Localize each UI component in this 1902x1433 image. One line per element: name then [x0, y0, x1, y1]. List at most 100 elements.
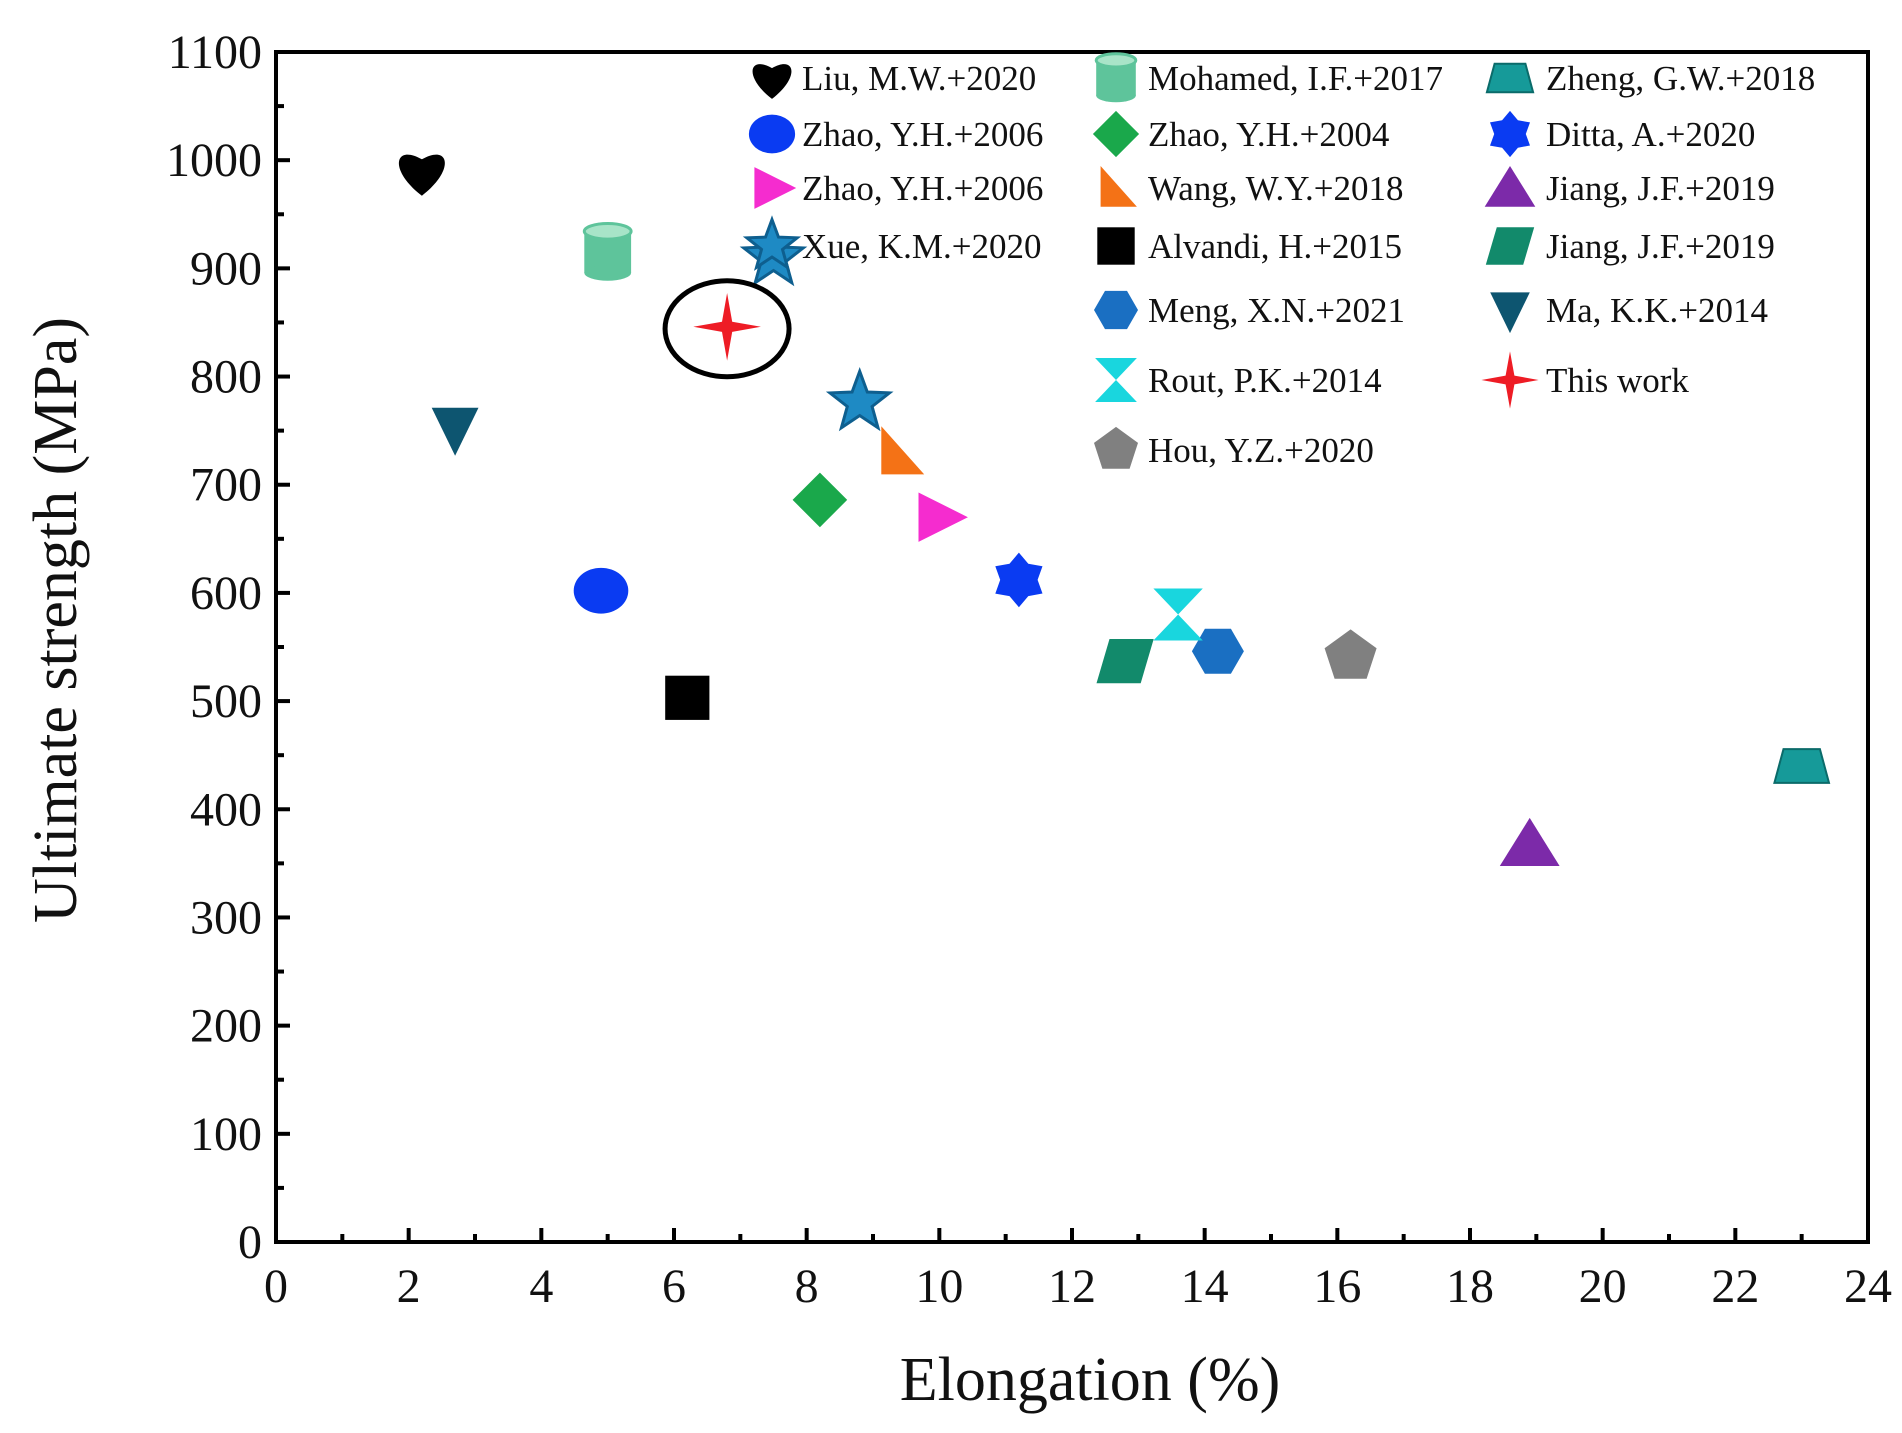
- y-tick-label: 1100: [168, 26, 262, 79]
- legend-label: Liu, M.W.+2020: [802, 59, 1036, 98]
- legend-item: Zheng, G.W.+2018: [1485, 59, 1815, 98]
- legend-marker-tri-right: [754, 167, 797, 209]
- x-tick-label: 0: [264, 1260, 288, 1313]
- data-point-ellipse: [573, 567, 629, 614]
- legend-label: Zheng, G.W.+2018: [1546, 59, 1815, 98]
- x-tick-label: 12: [1048, 1260, 1096, 1313]
- legend-item: Zhao, Y.H.+2004: [1092, 110, 1389, 158]
- x-tick-label: 10: [915, 1260, 963, 1313]
- legend-item: Jiang, J.F.+2019: [1485, 227, 1775, 266]
- legend-marker-diamond: [1092, 110, 1140, 158]
- legend-label: Wang, W.Y.+2018: [1148, 169, 1403, 208]
- x-tick-label: 20: [1579, 1260, 1627, 1313]
- legend-label: Zhao, Y.H.+2006: [802, 115, 1043, 154]
- legend-label: Mohamed, I.F.+2017: [1148, 59, 1443, 98]
- legend-label: Ma, K.K.+2014: [1546, 291, 1768, 330]
- legend-marker-pentagon: [1094, 426, 1138, 469]
- x-tick-label: 18: [1446, 1260, 1494, 1313]
- y-tick-label: 100: [190, 1108, 262, 1161]
- data-point-pentagon: [1324, 629, 1377, 679]
- data-point-tri-down: [431, 407, 479, 456]
- legend-item: Ma, K.K.+2014: [1490, 291, 1768, 334]
- x-axis-label: Elongation (%): [900, 1346, 1281, 1414]
- legend: Liu, M.W.+2020 Mohamed, I.F.+2017 Zheng, G…: [742, 52, 1815, 470]
- y-tick-label: 700: [190, 459, 262, 512]
- legend-marker-hourglass: [1095, 358, 1137, 402]
- x-tick-label: 2: [397, 1260, 421, 1313]
- x-tick-label: 16: [1313, 1260, 1361, 1313]
- data-point-star5: [825, 366, 894, 432]
- x-tick-label: 8: [795, 1260, 819, 1313]
- legend-item: Zhao, Y.H.+2006: [748, 114, 1043, 154]
- data-point-heart: [398, 154, 445, 196]
- legend-label: Jiang, J.F.+2019: [1546, 169, 1775, 208]
- legend-marker-cylinder: [1094, 52, 1138, 103]
- legend-marker-ellipse: [748, 114, 796, 154]
- this-work-highlight-ring: [662, 278, 792, 380]
- y-tick-label: 900: [190, 242, 262, 295]
- legend-label: Meng, X.N.+2021: [1148, 291, 1405, 330]
- legend-label: This work: [1546, 361, 1689, 400]
- data-point-cylinder: [582, 222, 633, 281]
- legend-marker-trapezoid: [1485, 62, 1535, 94]
- legend-label: Rout, P.K.+2014: [1148, 361, 1382, 400]
- y-axis-label: Ultimate strength (MPa): [22, 317, 90, 923]
- axes: 0 2 4 6 8 10 12 14 16 18 20 22 240100200300400500600…: [166, 26, 1892, 1313]
- y-tick-label: 500: [190, 675, 262, 728]
- legend-item: Meng, X.N.+2021: [1094, 290, 1405, 330]
- y-tick-label: 800: [190, 351, 262, 404]
- legend-label: Jiang, J.F.+2019: [1546, 227, 1775, 266]
- data-point-parallelogram: [1096, 639, 1154, 684]
- legend-marker-square: [1097, 227, 1135, 265]
- data-point-square: [665, 675, 710, 720]
- legend-item: Ditta, A.+2020: [1490, 110, 1755, 158]
- legend-item: This work: [1481, 351, 1689, 409]
- legend-label: Zhao, Y.H.+2006: [802, 169, 1043, 208]
- data-point-wedge: [881, 426, 925, 475]
- legend-item: Wang, W.Y.+2018: [1100, 166, 1403, 208]
- legend-marker-star4: [1481, 351, 1539, 409]
- legend-item: Liu, M.W.+2020: [752, 59, 1036, 99]
- legend-label: Xue, K.M.+2020: [802, 227, 1041, 266]
- legend-item: Rout, P.K.+2014: [1095, 358, 1382, 402]
- y-tick-label: 400: [190, 783, 262, 836]
- legend-item: Xue, K.M.+2020: [742, 215, 1041, 271]
- legend-item: Alvandi, H.+2015: [1097, 227, 1402, 266]
- data-point-star4: [693, 293, 761, 361]
- data-point-trapezoid: [1773, 748, 1831, 784]
- legend-marker-tri-down: [1490, 292, 1530, 334]
- legend-marker-hexagon: [1094, 290, 1138, 330]
- data-point-hourglass: [1153, 588, 1203, 641]
- legend-label: Alvandi, H.+2015: [1148, 227, 1402, 266]
- x-tick-label: 22: [1711, 1260, 1759, 1313]
- legend-marker-star5: [742, 215, 802, 271]
- data-point-hexagon: [1191, 628, 1244, 674]
- legend-item: Jiang, J.F.+2019: [1484, 166, 1775, 208]
- legend-item: Hou, Y.Z.+2020: [1094, 426, 1374, 470]
- y-tick-label: 300: [190, 891, 262, 944]
- data-point-diamond: [792, 472, 848, 528]
- x-tick-label: 24: [1844, 1260, 1892, 1313]
- y-tick-label: 600: [190, 567, 262, 620]
- x-tick-label: 6: [662, 1260, 686, 1313]
- data-point-tri-up: [1499, 817, 1560, 866]
- x-tick-label: 14: [1181, 1260, 1229, 1313]
- legend-marker-tri-up: [1484, 166, 1536, 207]
- legend-marker-star6: [1490, 110, 1530, 158]
- legend-marker-heart: [752, 64, 792, 99]
- legend-marker-wedge: [1100, 166, 1137, 207]
- x-tick-label: 4: [529, 1260, 553, 1313]
- data-point-star6: [995, 552, 1043, 608]
- y-tick-label: 0: [238, 1216, 262, 1269]
- legend-label: Hou, Y.Z.+2020: [1148, 431, 1374, 470]
- data-marks: [398, 154, 1831, 866]
- y-tick-label: 200: [190, 1000, 262, 1053]
- y-tick-label: 1000: [166, 134, 262, 187]
- legend-marker-parallelogram: [1485, 227, 1535, 265]
- legend-label: Ditta, A.+2020: [1546, 115, 1755, 154]
- legend-item: Zhao, Y.H.+2006: [754, 167, 1043, 209]
- legend-item: Mohamed, I.F.+2017: [1094, 52, 1443, 103]
- legend-label: Zhao, Y.H.+2004: [1148, 115, 1389, 154]
- data-point-tri-right: [918, 492, 968, 542]
